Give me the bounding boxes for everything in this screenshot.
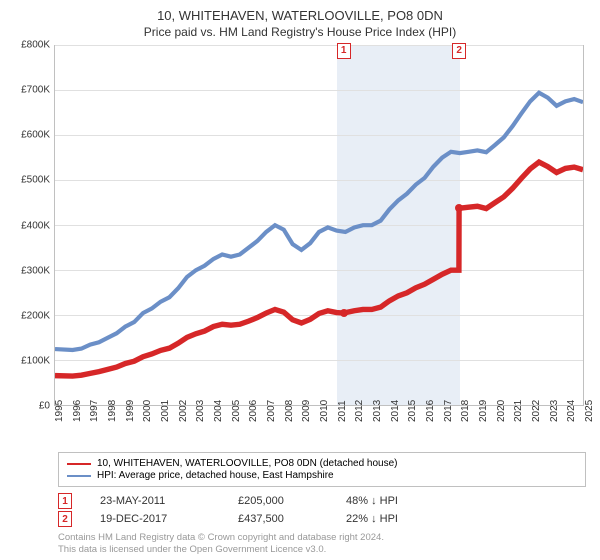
x-axis-label: 2007	[266, 400, 277, 422]
x-axis-label: 1997	[89, 400, 100, 422]
price-row-price: £205,000	[238, 495, 318, 507]
y-axis-label: £400K	[10, 220, 50, 231]
x-axis-label: 2011	[337, 401, 348, 423]
footer-line2: This data is licensed under the Open Gov…	[58, 544, 586, 556]
marker-dot	[455, 204, 463, 212]
price-row-delta: 22% ↓ HPI	[346, 513, 398, 525]
chart-lines	[55, 45, 583, 405]
legend-row: HPI: Average price, detached house, East…	[67, 470, 577, 481]
price-row-delta: 48% ↓ HPI	[346, 495, 398, 507]
price-row-date: 23-MAY-2011	[100, 495, 210, 507]
y-axis-label: £600K	[10, 130, 50, 141]
x-axis-label: 2019	[478, 400, 489, 422]
marker-dot	[340, 309, 348, 317]
price-row-date: 19-DEC-2017	[100, 513, 210, 525]
footer-text: Contains HM Land Registry data © Crown c…	[58, 532, 586, 556]
x-axis-label: 2023	[549, 400, 560, 422]
chart-subtitle: Price paid vs. HM Land Registry's House …	[10, 25, 590, 39]
x-axis-label: 2009	[301, 400, 312, 422]
x-axis-label: 2004	[213, 400, 224, 422]
price-row: 2 19-DEC-2017 £437,500 22% ↓ HPI	[58, 511, 586, 527]
y-axis-label: £100K	[10, 356, 50, 367]
y-axis-label: £700K	[10, 85, 50, 96]
x-axis-label: 2006	[248, 400, 259, 422]
x-axis-label: 2000	[142, 400, 153, 422]
x-axis-label: 1996	[72, 400, 83, 422]
price-table: 1 23-MAY-2011 £205,000 48% ↓ HPI 2 19-DEC-201…	[10, 491, 590, 529]
marker-label: 1	[337, 43, 351, 59]
legend-label: HPI: Average price, detached house, East…	[97, 470, 334, 481]
price-row-marker: 1	[58, 493, 72, 509]
y-axis-label: £500K	[10, 175, 50, 186]
price-row-price: £437,500	[238, 513, 318, 525]
x-axis-label: 2025	[584, 400, 595, 422]
x-axis-label: 2014	[390, 400, 401, 422]
legend: 10, WHITEHAVEN, WATERLOOVILLE, PO8 0DN (…	[58, 452, 586, 487]
x-axis-label: 2002	[178, 400, 189, 422]
x-axis-label: 1998	[107, 400, 118, 422]
x-axis-label: 2001	[160, 400, 171, 422]
x-axis-label: 2016	[425, 400, 436, 422]
y-axis-label: £0	[10, 401, 50, 412]
x-axis-label: 2012	[354, 400, 365, 422]
x-axis-label: 2021	[513, 400, 524, 422]
chart-title: 10, WHITEHAVEN, WATERLOOVILLE, PO8 0DN	[10, 8, 590, 25]
x-axis-label: 2020	[496, 400, 507, 422]
x-axis-label: 2018	[460, 400, 471, 422]
legend-swatch	[67, 475, 91, 477]
legend-row: 10, WHITEHAVEN, WATERLOOVILLE, PO8 0DN (…	[67, 458, 577, 469]
x-axis-label: 1999	[125, 400, 136, 422]
footer-line1: Contains HM Land Registry data © Crown c…	[58, 532, 586, 544]
series-line	[55, 162, 583, 376]
x-axis-label: 2017	[443, 400, 454, 422]
x-axis-label: 2003	[195, 400, 206, 422]
price-row-marker: 2	[58, 511, 72, 527]
x-axis-label: 1995	[54, 400, 65, 422]
chart-container: 10, WHITEHAVEN, WATERLOOVILLE, PO8 0DN P…	[0, 0, 600, 560]
marker-label: 2	[452, 43, 466, 59]
x-axis-label: 2005	[231, 400, 242, 422]
x-axis-label: 2022	[531, 400, 542, 422]
x-axis-label: 2013	[372, 400, 383, 422]
legend-label: 10, WHITEHAVEN, WATERLOOVILLE, PO8 0DN (…	[97, 458, 397, 469]
x-axis-label: 2008	[284, 400, 295, 422]
chart-area: 12 £0£100K£200K£300K£400K£500K£600K£700K…	[10, 43, 590, 450]
plot-area: 12	[54, 45, 584, 406]
x-axis-label: 2015	[407, 400, 418, 422]
price-row: 1 23-MAY-2011 £205,000 48% ↓ HPI	[58, 493, 586, 509]
y-axis-label: £200K	[10, 310, 50, 321]
y-axis-label: £300K	[10, 265, 50, 276]
y-axis-label: £800K	[10, 39, 50, 50]
x-axis-label: 2010	[319, 400, 330, 422]
legend-swatch	[67, 463, 91, 465]
x-axis-label: 2024	[566, 400, 577, 422]
